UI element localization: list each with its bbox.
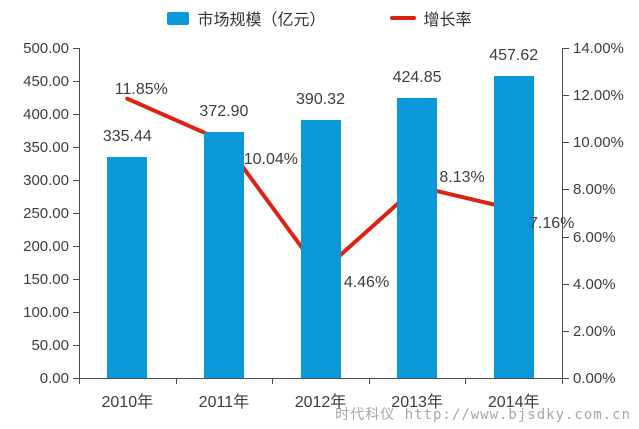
legend: 市场规模（亿元） 增长率 <box>0 6 639 30</box>
bar-value-label: 457.62 <box>489 46 539 64</box>
left-axis-tick-label: 100.00 <box>23 304 69 321</box>
left-axis-tick-label: 500.00 <box>23 40 69 57</box>
line-point-label: 11.85% <box>114 80 168 98</box>
left-axis-tick <box>73 345 79 346</box>
left-axis-tick <box>73 81 79 82</box>
bar <box>397 97 438 378</box>
x-axis-tick <box>79 379 80 384</box>
left-axis-tick <box>73 48 79 49</box>
bar-value-label: 372.90 <box>199 102 249 120</box>
bar <box>203 131 244 378</box>
right-axis-tick <box>563 189 569 191</box>
x-axis-tick <box>465 379 467 384</box>
left-axis-tick-label: 300.00 <box>23 172 69 189</box>
line-point-label: 4.46% <box>343 273 390 291</box>
left-axis-tick <box>73 213 79 214</box>
right-axis-tick <box>563 48 569 49</box>
right-axis-tick <box>563 142 569 144</box>
right-axis-tick <box>563 378 569 379</box>
left-axis-tick-label: 200.00 <box>23 238 69 255</box>
bar <box>493 75 534 378</box>
x-axis-tick <box>562 379 563 384</box>
bar <box>107 156 148 378</box>
x-axis-tick <box>368 379 370 384</box>
watermark: 时代科仪 http://www.bjsdky.com.cn <box>335 407 631 423</box>
left-axis-tick-label: 0.00 <box>39 370 69 387</box>
left-axis-tick-label: 150.00 <box>23 271 69 288</box>
right-axis-tick <box>563 95 569 97</box>
category-label: 2011年 <box>198 394 250 411</box>
right-axis-tick-label: 8.00% <box>573 181 616 199</box>
left-axis-tick <box>73 147 79 148</box>
bar <box>300 120 341 378</box>
left-axis-tick <box>73 180 79 181</box>
bar-series-swatch <box>167 11 190 25</box>
category-label: 2012年 <box>294 394 347 411</box>
left-axis-tick-label: 250.00 <box>23 205 69 222</box>
line-point-label: 7.16% <box>529 215 575 233</box>
right-axis-tick <box>563 283 569 285</box>
left-axis-tick-label: 450.00 <box>23 73 69 90</box>
right-axis-line <box>562 48 563 378</box>
line-point-label: 8.13% <box>439 169 485 187</box>
legend-label-market-size: 市场规模（亿元） <box>197 12 326 29</box>
category-label: 2014年 <box>487 394 540 411</box>
right-axis-tick <box>563 330 569 332</box>
left-axis-tick <box>73 378 79 379</box>
legend-item-growth-rate: 增长率 <box>389 6 472 30</box>
left-axis-tick <box>73 246 79 247</box>
left-axis-line <box>79 48 80 378</box>
bar-value-label: 390.32 <box>296 91 345 109</box>
x-axis-line <box>79 378 563 379</box>
left-axis-tick-label: 350.00 <box>23 139 69 156</box>
right-axis-tick <box>563 236 569 238</box>
left-axis-tick-label: 50.00 <box>31 337 69 354</box>
category-label: 2013年 <box>391 394 443 411</box>
right-axis-tick-label: 2.00% <box>573 322 616 340</box>
category-label: 2010年 <box>101 394 154 411</box>
legend-label-growth-rate: 增长率 <box>423 12 472 29</box>
x-axis-tick <box>272 379 274 384</box>
left-axis-tick <box>73 312 79 313</box>
left-axis-tick <box>73 114 79 115</box>
right-axis-tick-label: 6.00% <box>573 228 616 246</box>
right-axis-tick-label: 14.00% <box>573 40 624 57</box>
right-axis-tick-label: 10.00% <box>573 134 624 152</box>
left-axis-tick <box>73 279 79 280</box>
x-axis-tick <box>175 379 177 384</box>
right-axis-tick-label: 0.00% <box>573 370 616 387</box>
line-series-swatch <box>389 16 416 20</box>
bar-value-label: 424.85 <box>392 68 442 86</box>
legend-item-market-size: 市场规模（亿元） <box>167 6 326 30</box>
bar-value-label: 335.44 <box>102 127 152 145</box>
right-axis-tick-label: 4.00% <box>573 275 616 293</box>
right-axis-tick-label: 12.00% <box>573 87 624 105</box>
left-axis-tick-label: 400.00 <box>23 106 69 123</box>
line-point-label: 10.04% <box>243 151 299 169</box>
